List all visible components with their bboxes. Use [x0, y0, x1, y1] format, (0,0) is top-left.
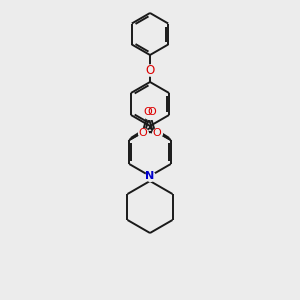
Text: O: O: [144, 107, 153, 117]
Text: O: O: [146, 64, 154, 76]
Text: N: N: [146, 171, 154, 181]
Text: O: O: [138, 128, 147, 138]
Text: O: O: [153, 128, 162, 138]
Text: O: O: [147, 107, 156, 117]
